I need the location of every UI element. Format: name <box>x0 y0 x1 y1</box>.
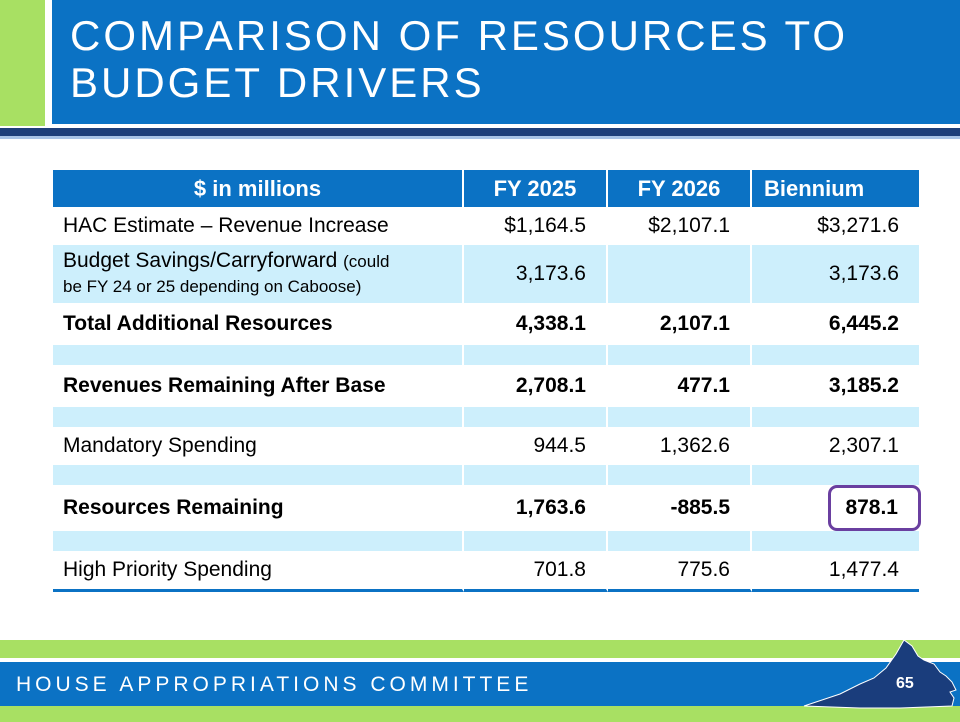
row-label: Total Additional Resources <box>53 303 464 345</box>
table-header-row: $ in millions FY 2025 FY 2026 Biennium <box>53 170 919 207</box>
cell-biennium: $3,271.6 <box>752 207 919 245</box>
cell-fy2026: 1,362.6 <box>608 427 752 465</box>
row-label-main: Budget Savings/Carryforward <box>63 249 338 272</box>
row-label: High Priority Spending <box>53 551 464 592</box>
header-divider-light <box>0 136 960 139</box>
cell-fy2025: 944.5 <box>464 427 608 465</box>
virginia-state-map-icon <box>803 639 957 709</box>
cell-fy2026: 2,107.1 <box>608 303 752 345</box>
budget-comparison-table: $ in millions FY 2025 FY 2026 Biennium H… <box>53 170 921 592</box>
table-row: High Priority Spending 701.8 775.6 1,477… <box>53 551 919 592</box>
row-label: Mandatory Spending <box>53 427 464 465</box>
cell-fy2025: 1,763.6 <box>464 485 608 531</box>
table-row: Total Additional Resources 4,338.1 2,107… <box>53 303 919 345</box>
slide-title-line1: COMPARISON OF RESOURCES TO <box>70 12 849 59</box>
cell-fy2025: 3,173.6 <box>464 245 608 303</box>
cell-fy2025: 701.8 <box>464 551 608 592</box>
row-label: HAC Estimate – Revenue Increase <box>53 207 464 245</box>
cell-biennium: 3,173.6 <box>752 245 919 303</box>
spacer-row <box>53 531 919 551</box>
cell-fy2025: 2,708.1 <box>464 365 608 407</box>
spacer-row <box>53 345 919 365</box>
footer-band <box>0 662 960 706</box>
column-header-biennium: Biennium <box>752 170 919 207</box>
spacer-row <box>53 407 919 427</box>
cell-biennium: 6,445.2 <box>752 303 919 345</box>
cell-biennium: 2,307.1 <box>752 427 919 465</box>
row-label-note-part2: be FY 24 or 25 depending on Caboose) <box>63 277 362 296</box>
committee-name: HOUSE APPROPRIATIONS COMMITTEE <box>16 673 533 696</box>
cell-fy2026: -885.5 <box>608 485 752 531</box>
cell-fy2026: 775.6 <box>608 551 752 592</box>
header-title-band <box>52 0 960 124</box>
cell-fy2026: $2,107.1 <box>608 207 752 245</box>
column-header-fy2025: FY 2025 <box>464 170 608 207</box>
header-accent-bar <box>0 0 45 126</box>
slide-title-line2: BUDGET DRIVERS <box>70 59 485 106</box>
table-row: Mandatory Spending 944.5 1,362.6 2,307.1 <box>53 427 919 465</box>
column-header-units: $ in millions <box>53 170 464 207</box>
cell-fy2026 <box>608 245 752 303</box>
footer-accent-bottom <box>0 706 960 722</box>
row-label: Revenues Remaining After Base <box>53 365 464 407</box>
highlighted-value: 878.1 <box>828 485 921 531</box>
table-row: Resources Remaining 1,763.6 -885.5 878.1 <box>53 485 921 531</box>
table-row: Budget Savings/Carryforward (could be FY… <box>53 245 919 303</box>
spacer-row <box>53 465 919 485</box>
cell-fy2026: 477.1 <box>608 365 752 407</box>
header-divider <box>0 128 960 136</box>
slide-title: COMPARISON OF RESOURCES TO BUDGET DRIVER… <box>70 12 950 106</box>
row-label: Resources Remaining <box>53 485 464 531</box>
cell-fy2025: 4,338.1 <box>464 303 608 345</box>
row-label: Budget Savings/Carryforward (could be FY… <box>53 245 464 303</box>
footer-accent-top <box>0 640 960 658</box>
cell-fy2025: $1,164.5 <box>464 207 608 245</box>
page-number: 65 <box>896 675 914 692</box>
cell-biennium: 1,477.4 <box>752 551 919 592</box>
row-label-note-part1: (could <box>343 252 390 271</box>
table-row: Revenues Remaining After Base 2,708.1 47… <box>53 365 919 407</box>
slide-header: COMPARISON OF RESOURCES TO BUDGET DRIVER… <box>0 0 960 126</box>
column-header-fy2026: FY 2026 <box>608 170 752 207</box>
cell-biennium: 878.1 <box>752 485 921 531</box>
table-row: HAC Estimate – Revenue Increase $1,164.5… <box>53 207 919 245</box>
cell-biennium: 3,185.2 <box>752 365 919 407</box>
